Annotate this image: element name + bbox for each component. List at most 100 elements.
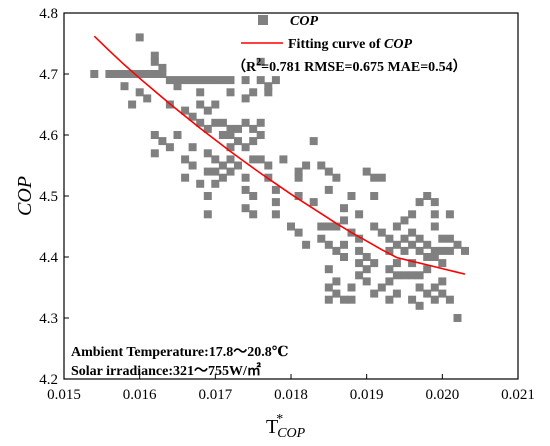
data-point: [332, 222, 341, 231]
data-point: [370, 259, 379, 268]
x-tick-label: 0.015: [47, 387, 81, 403]
y-axis-ticks: 4.2 4.3 4.4 4.5 4.6 4.7 4.8: [39, 6, 69, 388]
data-point: [438, 246, 447, 255]
data-point: [196, 88, 205, 97]
data-point: [226, 88, 235, 97]
data-point: [249, 124, 258, 133]
data-point: [271, 185, 280, 194]
data-point: [392, 259, 401, 268]
data-point: [211, 100, 220, 109]
y-tick-label: 4.5: [39, 189, 58, 205]
data-point: [226, 143, 235, 152]
data-point: [400, 271, 409, 280]
data-point: [385, 234, 394, 243]
data-point: [203, 192, 212, 200]
y-tick-label: 4.4: [39, 250, 58, 266]
data-point: [317, 161, 326, 170]
data-point: [271, 76, 280, 85]
data-point: [392, 289, 401, 298]
data-point: [287, 222, 295, 231]
data-point: [430, 210, 439, 219]
data-point: [385, 295, 394, 304]
data-point: [324, 240, 333, 249]
data-point: [158, 70, 167, 78]
data-point: [423, 253, 432, 261]
data-point: [415, 271, 424, 280]
data-point: [362, 277, 371, 286]
data-point: [165, 143, 174, 152]
data-point: [135, 70, 144, 78]
xlabel-sub: COP: [277, 426, 305, 441]
data-point: [309, 198, 318, 207]
data-point: [355, 259, 364, 268]
data-point: [385, 277, 394, 286]
data-point: [143, 70, 152, 78]
data-point: [249, 210, 258, 219]
data-point: [203, 210, 212, 219]
x-tick-label: 0.019: [350, 387, 384, 403]
data-point: [423, 240, 432, 249]
data-point: [218, 131, 227, 139]
data-point: [377, 228, 386, 237]
data-point: [211, 167, 220, 176]
data-point: [226, 76, 235, 85]
data-point: [445, 234, 454, 243]
x-axis-ticks: 0.015 0.016 0.017 0.018 0.019 0.020 0.021: [47, 374, 535, 403]
data-point: [392, 222, 401, 231]
data-point: [241, 185, 250, 194]
scatter-points: [90, 33, 469, 322]
data-point: [120, 70, 129, 78]
data-point: [218, 118, 227, 127]
data-point: [150, 131, 159, 139]
data-point: [196, 76, 205, 85]
data-point: [196, 118, 205, 127]
data-point: [370, 222, 379, 231]
y-tick-label: 4.3: [39, 311, 58, 327]
data-point: [203, 106, 212, 115]
data-point: [430, 198, 439, 207]
data-point: [400, 246, 409, 255]
data-point: [324, 185, 333, 194]
data-point: [181, 76, 190, 85]
data-point: [241, 94, 250, 103]
data-point: [415, 301, 424, 310]
data-point: [188, 112, 197, 121]
data-point: [218, 161, 227, 170]
data-point: [113, 70, 121, 78]
data-point: [445, 246, 454, 255]
data-point: [400, 234, 409, 243]
data-point: [279, 155, 288, 164]
data-point: [256, 118, 265, 127]
data-point: [264, 88, 273, 97]
data-point: [226, 167, 235, 176]
data-point: [128, 100, 137, 109]
legend-label-curve: Fitting curve of COP: [288, 37, 412, 52]
data-point: [211, 76, 220, 85]
data-point: [408, 271, 417, 280]
data-point: [445, 210, 454, 219]
data-point: [332, 289, 341, 298]
metrics-sup: 2: [256, 57, 261, 68]
data-point: [438, 277, 447, 286]
data-point: [203, 149, 212, 158]
data-point: [324, 222, 333, 231]
data-point: [445, 295, 454, 304]
data-point: [188, 161, 197, 170]
data-point: [415, 283, 424, 292]
data-point: [355, 271, 364, 280]
annotation-ambient-temperature: Ambient Temperature:17.8～20.8℃: [71, 345, 289, 360]
data-point: [294, 228, 303, 237]
data-point: [453, 240, 462, 249]
data-point: [340, 240, 348, 249]
data-point: [135, 88, 144, 97]
data-point: [158, 63, 167, 72]
data-point: [249, 192, 258, 200]
data-point: [105, 70, 114, 78]
data-point: [188, 143, 197, 152]
data-point: [241, 143, 250, 152]
data-point: [453, 314, 462, 322]
data-point: [377, 173, 386, 182]
data-point: [173, 82, 182, 91]
data-point: [249, 137, 258, 146]
data-point: [340, 204, 348, 213]
